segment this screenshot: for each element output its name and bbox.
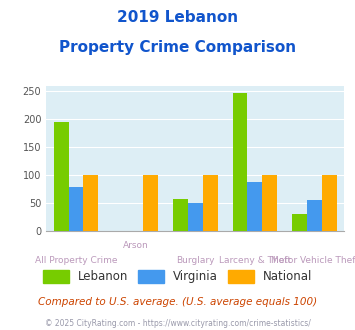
Text: Arson: Arson [123, 241, 148, 250]
Bar [307, 200, 322, 231]
Text: Larceny & Theft: Larceny & Theft [219, 256, 291, 265]
Bar [188, 203, 203, 231]
Text: 2019 Lebanon: 2019 Lebanon [117, 10, 238, 25]
Text: © 2025 CityRating.com - https://www.cityrating.com/crime-statistics/: © 2025 CityRating.com - https://www.city… [45, 319, 310, 328]
Text: Property Crime Comparison: Property Crime Comparison [59, 40, 296, 54]
Legend: Lebanon, Virginia, National: Lebanon, Virginia, National [38, 265, 317, 288]
Bar [83, 175, 98, 231]
Bar [54, 122, 69, 231]
Bar [173, 199, 188, 231]
Bar [262, 175, 277, 231]
Text: Burglary: Burglary [176, 256, 214, 265]
Bar [203, 175, 218, 231]
Bar [143, 175, 158, 231]
Bar [233, 93, 247, 231]
Text: Compared to U.S. average. (U.S. average equals 100): Compared to U.S. average. (U.S. average … [38, 297, 317, 307]
Bar [322, 175, 337, 231]
Bar [69, 187, 83, 231]
Text: Motor Vehicle Theft: Motor Vehicle Theft [271, 256, 355, 265]
Bar [292, 214, 307, 231]
Text: All Property Crime: All Property Crime [35, 256, 117, 265]
Bar [247, 182, 262, 231]
